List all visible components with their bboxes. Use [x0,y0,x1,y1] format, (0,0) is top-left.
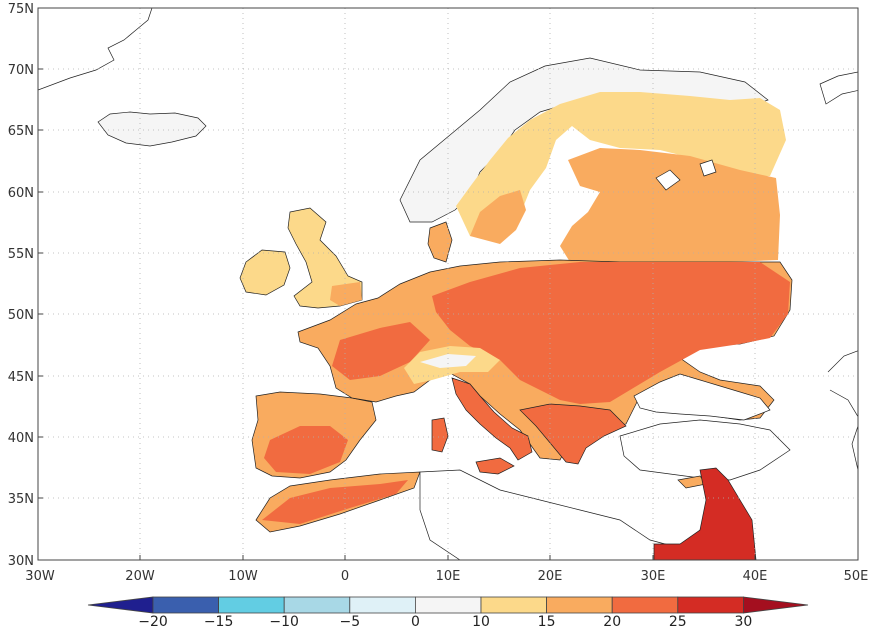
colorbar-bin [218,596,285,614]
lon-tick-label: 10W [228,569,258,584]
lon-axis [37,555,859,560]
lon-tick-label: 20W [125,569,155,584]
lat-tick-label: 55N [8,247,34,262]
lat-tick-label: 60N [8,186,34,201]
lon-tick-label: 30W [25,569,55,584]
colorbar-label: −5 [339,614,360,628]
lat-axis [38,7,43,561]
colorbar-bin [283,596,351,614]
lat-tick-label: 65N [8,124,34,139]
region-sardinia [431,417,449,453]
region-sicily [475,457,515,475]
gridlines [38,8,858,560]
lon-tick-label: 40E [743,569,768,584]
region-ireland [239,249,291,296]
colorbar-label: 25 [669,614,687,628]
lon-tick-label: 20E [538,569,563,584]
colorbar-label: 10 [472,614,490,628]
lon-tick-label: 0 [341,569,349,584]
colorbar-max-arrow [743,596,809,614]
lon-tick-label: 30E [641,569,666,584]
lon-tick-label: 10E [436,569,461,584]
region-italy [451,377,533,461]
colorbar-min-arrow [87,596,154,614]
lat-tick-label: 70N [8,63,34,78]
region-levant [653,467,757,560]
lat-tick-label: 40N [8,431,34,446]
colorbar-label: 0 [411,614,420,628]
colorbar-label: 15 [538,614,556,628]
colorbar-label: 20 [603,614,621,628]
colorbar-bin [414,596,482,614]
lat-tick-label: 45N [8,370,34,385]
region-denmark [427,221,453,263]
colorbar-bin [611,596,679,614]
lat-tick-label: 50N [8,308,34,323]
colorbar-label: −10 [269,614,299,628]
colorbar-label: −20 [138,614,168,628]
region-west-russia [560,148,780,264]
lat-tick-label: 35N [8,492,34,507]
region-iceland [97,111,207,147]
black-sea [633,373,771,421]
colorbar-label: 30 [734,614,752,628]
lon-tick-label: 50E [844,569,869,584]
region-fennoscandia [456,92,786,240]
colorbar-bin [152,596,219,614]
colorbar-label: −15 [204,614,234,628]
colorbar-bin [349,596,416,614]
colorbar [87,596,809,614]
colorbar-bin [480,596,547,614]
colorbar-bin [677,596,744,614]
colorbar-bin [546,596,613,614]
region-balkans [519,403,627,465]
lat-tick-label: 30N [8,554,34,569]
lat-tick-label: 75N [8,2,34,17]
region-anatolia [619,419,791,481]
